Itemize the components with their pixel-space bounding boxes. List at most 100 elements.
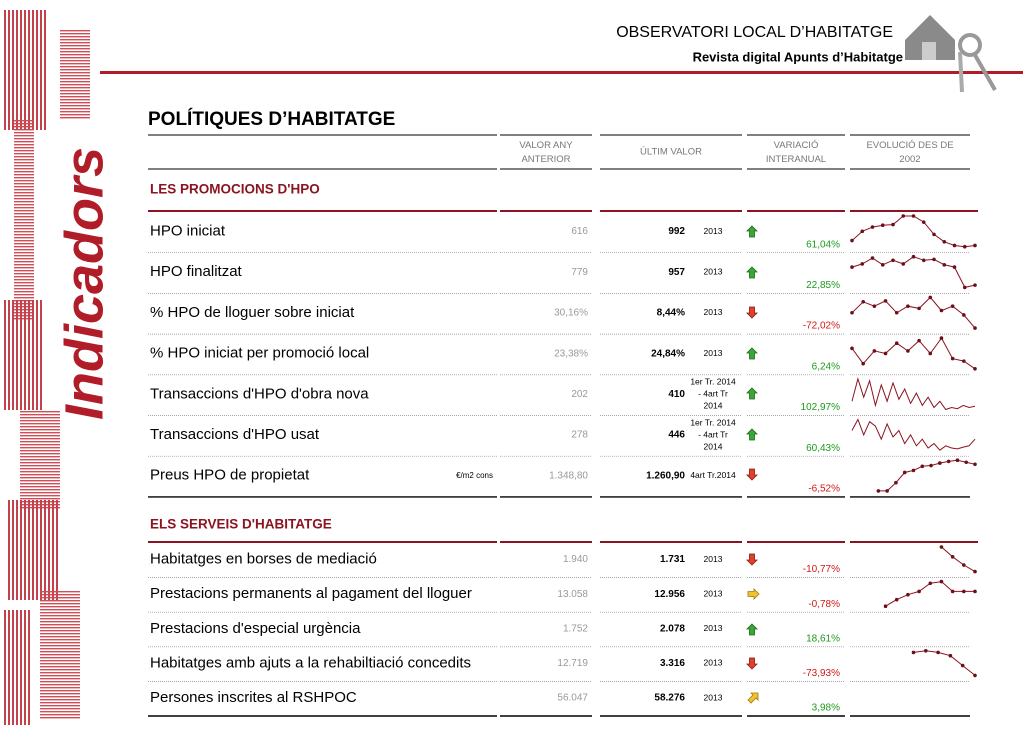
column-header: ÚLTIM VALOR bbox=[640, 147, 702, 158]
sparkline bbox=[913, 650, 976, 676]
sparkline-point bbox=[872, 304, 877, 308]
sparkline-point bbox=[883, 299, 888, 303]
sparkline-point bbox=[861, 361, 865, 366]
sparkline-point bbox=[932, 257, 936, 262]
sparkline-point bbox=[906, 304, 910, 308]
sparkline-point bbox=[929, 463, 933, 468]
sparkline-point bbox=[911, 650, 916, 655]
sparkline-point bbox=[973, 569, 977, 574]
sparkline-point bbox=[973, 589, 977, 594]
sparkline-point bbox=[973, 367, 977, 371]
latest-value: 957 bbox=[668, 267, 685, 278]
sparkline-point bbox=[917, 589, 921, 594]
sparkline-point bbox=[901, 214, 906, 218]
sparkline-point bbox=[962, 563, 966, 567]
sparkline-point bbox=[850, 265, 854, 269]
sparkline-point bbox=[962, 313, 966, 317]
sparkline-point bbox=[942, 263, 947, 267]
sparkline-point bbox=[901, 262, 906, 266]
sparkline-point bbox=[917, 338, 921, 343]
latest-value: 58.276 bbox=[654, 693, 685, 704]
sparkline-point bbox=[936, 650, 940, 655]
sparkline-point bbox=[911, 214, 916, 218]
latest-value: 446 bbox=[668, 430, 685, 441]
sparkline bbox=[851, 337, 976, 370]
latest-value: 992 bbox=[668, 226, 685, 237]
row-label: Transaccions d'HPO d'obra nova bbox=[150, 385, 369, 402]
change: 18,61% bbox=[806, 633, 840, 644]
period: 2013 bbox=[704, 623, 723, 633]
row-label: Prestacions permanents al pagament del l… bbox=[150, 585, 472, 602]
sparkline-point bbox=[883, 351, 888, 356]
sparkline-point bbox=[870, 225, 875, 229]
period: 1er Tr. 2014 bbox=[690, 377, 736, 387]
row-label: Habitatges amb ajuts a la rehabiltiació … bbox=[150, 654, 471, 671]
sparkline-point bbox=[973, 283, 977, 287]
sparkline-point bbox=[932, 232, 936, 237]
previous-value: 779 bbox=[571, 267, 588, 278]
previous-value: 616 bbox=[571, 226, 588, 237]
column-header: EVOLUCIÓ DES DE 2002 bbox=[866, 140, 953, 165]
sparkline-point bbox=[939, 308, 944, 313]
row-label: Preus HPO de propietat bbox=[150, 467, 310, 484]
row-label: Transaccions d'HPO usat bbox=[150, 426, 320, 443]
sparkline-point bbox=[973, 673, 977, 678]
row-label: HPO finalitzat bbox=[150, 263, 243, 280]
header-subtitle: Revista digital Apunts d’Habitatge bbox=[693, 49, 903, 64]
sparkline-point bbox=[870, 256, 875, 260]
sparkline-point bbox=[952, 243, 957, 248]
latest-value: 2.078 bbox=[660, 623, 685, 634]
period: 1er Tr. 2014 bbox=[690, 417, 736, 427]
previous-value: 23,38% bbox=[554, 348, 588, 359]
house-icon bbox=[905, 15, 997, 93]
arrows bbox=[746, 225, 760, 704]
change: -10,77% bbox=[803, 564, 840, 575]
sparkline-point bbox=[891, 222, 895, 227]
sparkline-point bbox=[894, 597, 899, 602]
sparkline-point bbox=[860, 229, 865, 234]
sparkline-point bbox=[950, 589, 955, 594]
header-title: OBSERVATORI LOCAL D’HABITATGE bbox=[616, 24, 893, 41]
sparkline-point bbox=[894, 341, 899, 346]
column-header: VARIACIÓ INTERANUAL bbox=[766, 140, 826, 165]
sparkline-point bbox=[973, 326, 977, 330]
change: -73,93% bbox=[803, 668, 840, 679]
sparkline-point bbox=[861, 299, 865, 304]
sparkline-point bbox=[921, 220, 926, 224]
latest-value: 12.956 bbox=[654, 589, 685, 600]
group-title: LES PROMOCIONS D'HPO bbox=[150, 182, 320, 197]
change: 60,43% bbox=[806, 443, 840, 454]
previous-value: 30,16% bbox=[554, 308, 588, 319]
sparkline bbox=[851, 296, 976, 329]
sparkline-point bbox=[939, 336, 944, 340]
sparkline-point bbox=[950, 356, 955, 361]
sparkline-point bbox=[920, 464, 925, 469]
period: 4art Tr.2014 bbox=[690, 470, 736, 480]
sparkline bbox=[851, 256, 976, 288]
sparkline-point bbox=[894, 310, 899, 315]
sparkline-point bbox=[962, 589, 966, 594]
sparkline-point bbox=[891, 258, 895, 263]
sparkline-point bbox=[885, 489, 889, 493]
sparkline-point bbox=[955, 458, 960, 463]
sparkline-point bbox=[952, 265, 957, 269]
sparkline-point bbox=[906, 592, 910, 597]
sparkline-point bbox=[924, 649, 928, 653]
sparkline-point bbox=[911, 468, 916, 473]
sparkline-point bbox=[876, 489, 881, 493]
period: 2013 bbox=[704, 554, 723, 564]
period: - 4art Tr bbox=[698, 429, 728, 439]
change: 6,24% bbox=[812, 361, 840, 372]
unit: €/m2 cons bbox=[456, 471, 493, 480]
sparkline-point bbox=[928, 351, 933, 356]
sparkline-point bbox=[938, 461, 942, 465]
previous-value: 13.058 bbox=[557, 589, 588, 600]
change: 102,97% bbox=[801, 402, 841, 413]
period: - 4art Tr bbox=[698, 389, 728, 399]
sparkline-point bbox=[928, 295, 933, 300]
sparkline-point bbox=[948, 653, 953, 658]
change: 3,98% bbox=[812, 703, 840, 714]
sparkline-point bbox=[880, 263, 885, 267]
sparkline-point bbox=[962, 244, 967, 249]
